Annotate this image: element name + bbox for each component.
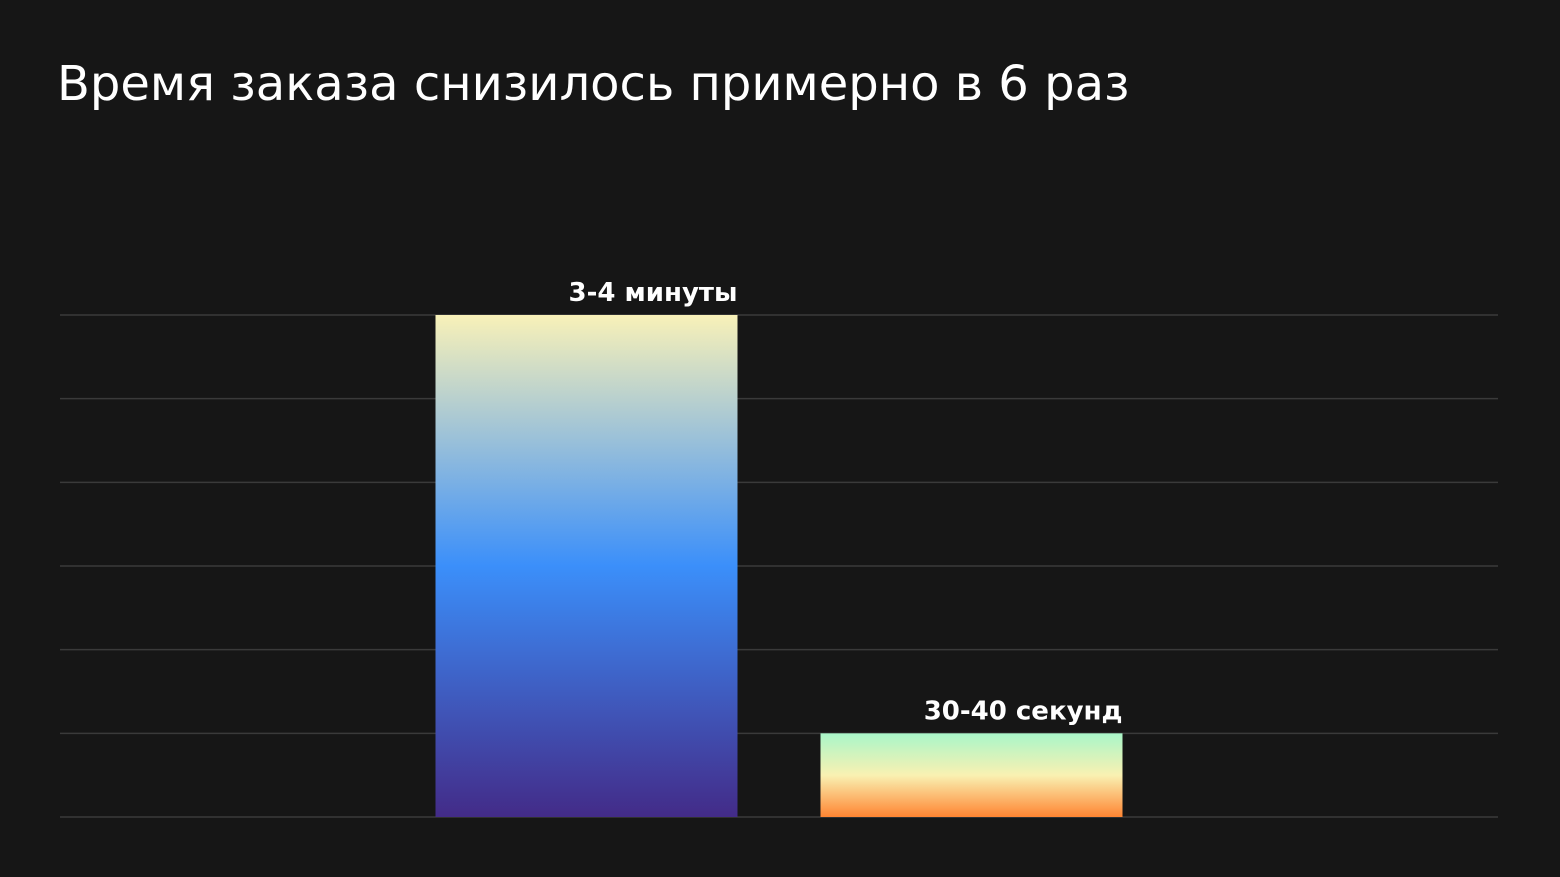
bar — [435, 315, 738, 817]
chart-title: Время заказа снизилось примерно в 6 раз — [57, 56, 1130, 112]
value-label: 30-40 секунд — [924, 696, 1123, 726]
bar — [820, 733, 1123, 817]
value-label: 3-4 минуты — [569, 278, 738, 308]
